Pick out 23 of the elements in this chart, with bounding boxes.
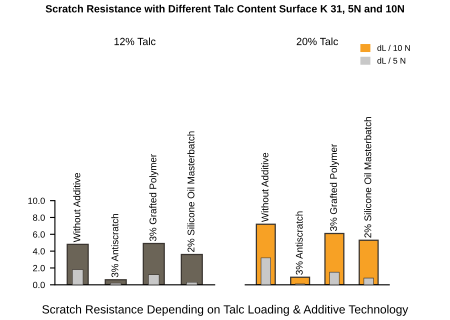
x-tick-label: Without Additive (261, 152, 268, 222)
y-tick-label: 8.0 (33, 214, 45, 221)
x-tick-label: 2% Silicone Oil Masterbatch (187, 131, 194, 252)
x-tick-label: 3% Grafted Polymer (149, 154, 158, 242)
bar (358, 240, 379, 285)
x-tick-label: 3% Grafted Polymer (330, 144, 339, 231)
bar (290, 276, 310, 285)
text: Scratch Resistance Depending on Talc Loading & Additive Technology (42, 304, 408, 316)
x-tick-label: 3% Antiscratch (296, 211, 303, 275)
y-tick-label: 0.0 (32, 282, 45, 288)
legend-label: dL / 10 N (377, 44, 410, 51)
x-tick-label: Without Additive (73, 173, 80, 242)
y-tick-label: 2.0 (33, 264, 45, 272)
y-tick-label: 4.0 (32, 248, 45, 254)
legend-label: dL / 5 N (377, 58, 406, 64)
chart-subtitle: 12% Talc (114, 38, 156, 46)
y-tick-label: 10.0 (28, 198, 45, 204)
chart-subtitle: 20% Talc (296, 38, 338, 46)
chart-title: Scratch Resistance with Different Talc Content Surface K 31, 5N and 10N (46, 4, 404, 14)
bar (180, 254, 203, 285)
y-tick-label: 6.0 (33, 231, 45, 238)
x-tick-label: 2% Silicone Oil Masterbatch (364, 117, 372, 238)
x-tick-label: 3% Antiscratch (111, 214, 118, 278)
